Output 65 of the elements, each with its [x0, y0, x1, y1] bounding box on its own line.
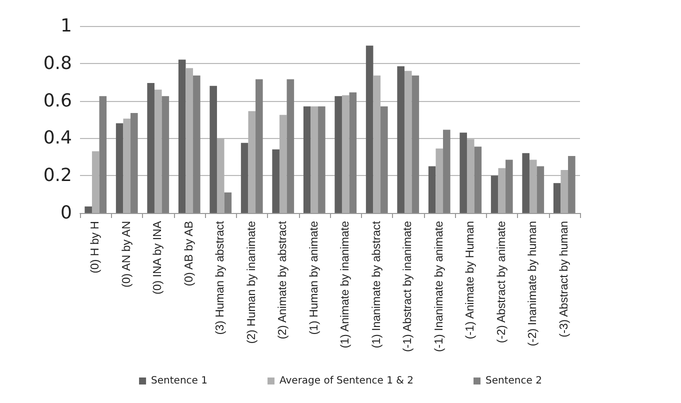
legend-label: Sentence 1 [151, 376, 208, 386]
bar [154, 90, 162, 213]
bar [536, 166, 544, 213]
x-tick-label: (1) Human by animate [308, 221, 320, 335]
bar [123, 118, 131, 213]
bar [490, 176, 498, 213]
x-tick-label: (2) Animate by abstract [277, 220, 290, 340]
bar [412, 76, 420, 213]
bar [443, 130, 450, 213]
bar [193, 76, 200, 213]
x-tick-label: (-1) Animate by Human [464, 221, 477, 340]
bar [130, 112, 138, 213]
y-tick-label: 0.4 [43, 128, 72, 149]
x-tick-label: (-3) Abstract by human [558, 221, 570, 338]
bar [404, 70, 412, 213]
bar [436, 148, 444, 213]
x-tick-label: (0) AB by AB [183, 220, 196, 286]
bar [529, 160, 537, 213]
bar [349, 92, 357, 213]
bar [116, 123, 124, 213]
x-tick-label: (-2) Inanimate by human [527, 221, 540, 346]
bar [84, 206, 92, 213]
y-tick-label: 1 [60, 16, 72, 36]
x-tick-label: (1) Inanimate by abstract [370, 220, 383, 348]
y-tick-label: 0.6 [43, 90, 72, 112]
bar [162, 96, 170, 213]
x-tick-label: (2) Human by inanimate [246, 221, 258, 344]
y-tick-label: 0.2 [43, 165, 72, 186]
x-tick-label: (-2) Abstract by animate [496, 221, 508, 344]
bar [286, 79, 294, 213]
bar [397, 66, 404, 213]
bar [318, 106, 326, 213]
bar [147, 83, 154, 213]
legend-label: Sentence 2 [486, 376, 542, 386]
bar [256, 79, 263, 213]
x-tick-label: (-1) Inanimate by animate [433, 221, 446, 352]
bar [240, 142, 248, 213]
bar [428, 166, 436, 213]
bar [366, 46, 374, 213]
x-tick-label: (0) H by H [90, 221, 102, 274]
y-tick-label: 0 [60, 202, 72, 224]
bar [224, 192, 232, 213]
bar [474, 146, 482, 213]
bar [310, 106, 318, 213]
x-tick-label: (1) Animate by inanimate [340, 221, 352, 348]
bar [303, 106, 311, 213]
bar [178, 60, 186, 213]
bar [272, 149, 280, 213]
bar [186, 68, 194, 213]
bar [342, 95, 350, 213]
bar [380, 106, 388, 213]
x-tick-label: (-1) Abstract by inanimate [402, 221, 414, 352]
bar [334, 96, 342, 213]
bar [506, 160, 513, 213]
bar [568, 156, 576, 213]
bar [522, 153, 530, 213]
bar [99, 96, 107, 213]
x-tick-label: (0) INA by INA [152, 220, 164, 294]
x-tick-label: (0) AN by AN [120, 221, 133, 288]
bar [553, 183, 561, 213]
bar [460, 132, 467, 213]
x-tick-label: (3) Human by abstract [214, 220, 227, 335]
bar [210, 86, 217, 213]
y-tick-label: 0.8 [43, 52, 72, 74]
legend-label: Average of Sentence 1 & 2 [279, 376, 414, 386]
